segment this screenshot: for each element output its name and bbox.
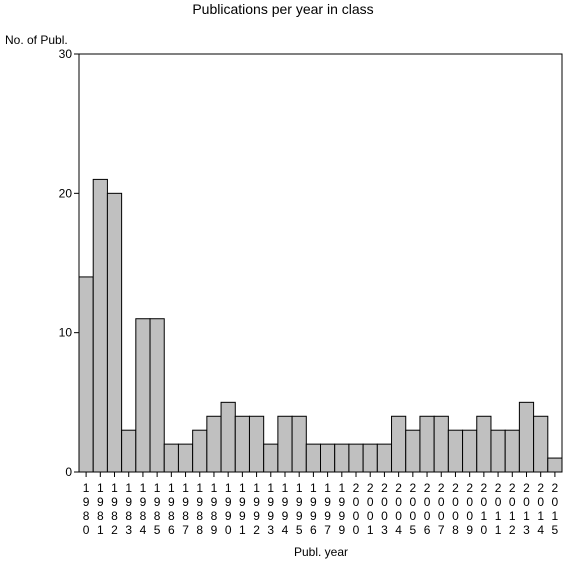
bar-1996: [305, 443, 322, 473]
bar-1992: [248, 415, 265, 473]
bar-1993: [263, 443, 279, 473]
bar-2011: [490, 429, 506, 473]
bar-2006: [419, 415, 435, 473]
y-axis: 0 10 20 30: [59, 47, 79, 479]
bar-1983: [121, 429, 137, 473]
bar-2014: [533, 415, 549, 473]
bar-2001: [362, 443, 378, 473]
plot-frame: [78, 53, 563, 473]
bar-1989: [206, 415, 222, 473]
y-axis-label: No. of Publ.: [5, 33, 68, 47]
y-tick-label: 0: [65, 465, 72, 479]
x-axis-label: Publ. year: [294, 545, 348, 559]
bar-1994: [277, 415, 293, 473]
bar-1997: [320, 443, 336, 473]
chart-title: Publications per year in class: [192, 1, 373, 17]
bar-1990: [220, 401, 236, 473]
bar-2012: [504, 429, 520, 473]
y-tick-label: 10: [59, 326, 73, 340]
bar-2005: [405, 429, 421, 473]
bar-2013: [518, 401, 535, 473]
bar-2004: [391, 415, 407, 473]
bar-1986: [163, 443, 179, 473]
y-tick-label: 30: [59, 47, 73, 61]
bar-2000: [348, 443, 364, 473]
bar-1988: [192, 429, 208, 473]
bar-2009: [462, 429, 478, 473]
bar-1981: [92, 178, 108, 473]
x-axis: 1 9 8 0 1 9 8 1 1 9 8 2 1 9 8 3 1 9 8 4 1 9 8 5 1 9 8 6 1 9 8 7 1 9 8 8 1 9 8 9…: [83, 472, 559, 537]
bar-1995: [291, 415, 307, 473]
bars-group: [78, 178, 563, 473]
bar-1980: [78, 276, 94, 473]
bar-1985: [149, 318, 165, 473]
bar-2008: [447, 429, 464, 473]
bar-1987: [177, 443, 194, 473]
bar-1991: [234, 415, 250, 473]
bar-2003: [376, 443, 393, 473]
bar-2007: [433, 415, 449, 473]
y-tick-label: 20: [59, 186, 73, 200]
bar-1982: [106, 192, 123, 473]
bar-2010: [476, 415, 492, 473]
bar-2015: [547, 457, 563, 473]
bar-1984: [135, 318, 151, 473]
bar-1999: [334, 443, 350, 473]
